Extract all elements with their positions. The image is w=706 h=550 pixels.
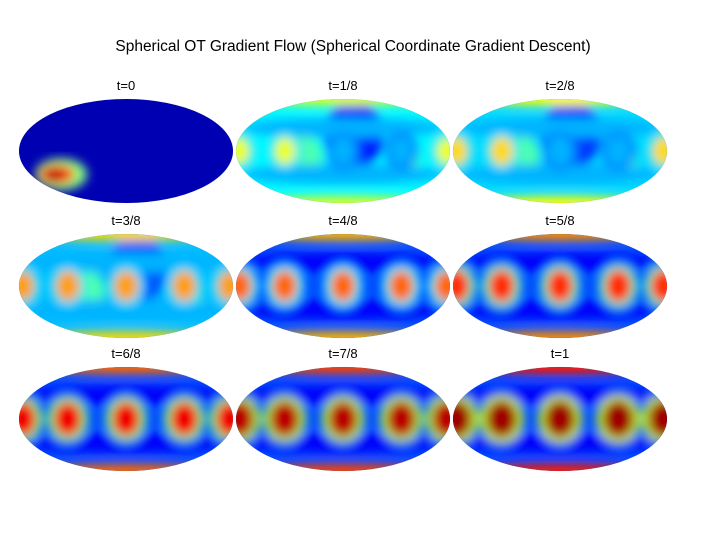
spot-core	[453, 136, 468, 166]
mollweide-outline	[235, 366, 451, 472]
spot-core	[386, 400, 417, 438]
mollweide-outline	[18, 98, 234, 204]
spot-core	[390, 137, 413, 165]
panel-label: t=2/8	[545, 78, 575, 93]
mollweide-map	[452, 233, 668, 339]
spot-core	[431, 400, 450, 438]
figure-title: Spherical OT Gradient Flow (Spherical Co…	[115, 38, 591, 55]
map-panel: t=1/8	[235, 78, 451, 204]
mollweide-outline	[18, 233, 234, 339]
map-panel: t=7/8	[235, 346, 451, 472]
band	[239, 164, 447, 185]
spot-core	[236, 270, 253, 302]
mollweide-map	[235, 98, 451, 204]
mollweide-outline	[452, 233, 668, 339]
panel-label: t=0	[116, 78, 136, 93]
spot-core	[606, 136, 630, 166]
spot-core	[55, 270, 80, 302]
mollweide-map	[18, 98, 234, 204]
spot-core	[388, 270, 415, 302]
mollweide-map	[235, 233, 451, 339]
panel-label: t=7/8	[328, 346, 358, 361]
panel-label: t=4/8	[328, 213, 358, 228]
mollweide-outline	[235, 233, 451, 339]
mollweide-map	[235, 366, 451, 472]
spot-core	[215, 401, 233, 437]
peak-blob	[45, 169, 64, 182]
spot-core	[169, 401, 199, 437]
spot-core	[19, 270, 35, 302]
band	[456, 164, 664, 185]
spot-core	[269, 400, 300, 438]
mollweide-map	[452, 366, 668, 472]
spot-core	[271, 270, 298, 302]
spot-core	[604, 269, 633, 303]
band	[239, 117, 447, 138]
panel-label: t=1	[550, 346, 570, 361]
spot-core	[548, 136, 572, 166]
panel-label: t=1/8	[328, 78, 358, 93]
spot-core	[172, 270, 197, 302]
map-panel: t=1	[452, 346, 668, 472]
map-panel: t=4/8	[235, 213, 451, 339]
spot-core	[546, 269, 574, 303]
map-panel: t=0	[18, 78, 234, 204]
spot-core	[330, 270, 356, 302]
mollweide-outline	[235, 98, 451, 204]
spot-core	[217, 270, 233, 302]
mollweide-map	[452, 98, 668, 204]
spot-core	[647, 400, 667, 438]
panel-label: t=5/8	[545, 213, 575, 228]
panel-label: t=3/8	[111, 213, 141, 228]
spot-core	[332, 137, 354, 165]
spot-core	[111, 401, 141, 437]
spot-core	[453, 269, 471, 303]
spot-core	[433, 270, 450, 302]
spot-core	[236, 137, 251, 165]
spot-core	[652, 136, 667, 166]
mollweide-map	[18, 366, 234, 472]
spot-core	[53, 401, 83, 437]
mollweide-map	[18, 233, 234, 339]
mollweide-outline	[452, 98, 668, 204]
spot-core	[19, 401, 37, 437]
spot-core	[453, 400, 473, 438]
mollweide-outline	[452, 366, 668, 472]
map-panel: t=2/8	[452, 78, 668, 204]
spot-core	[490, 136, 514, 166]
map-panel: t=5/8	[452, 213, 668, 339]
spot-core	[485, 400, 518, 438]
panel-label: t=6/8	[111, 346, 141, 361]
spot-core	[435, 137, 450, 165]
spot-core	[602, 400, 635, 438]
band	[456, 117, 664, 138]
spot-core	[273, 137, 296, 165]
spot-core	[236, 400, 255, 438]
map-panel: t=6/8	[18, 346, 234, 472]
spot-core	[544, 400, 576, 438]
spot-core	[327, 400, 359, 438]
spot-core	[649, 269, 667, 303]
spot-core	[113, 270, 139, 302]
spot-core	[487, 269, 516, 303]
mollweide-outline	[18, 366, 234, 472]
map-panel: t=3/8	[18, 213, 234, 339]
